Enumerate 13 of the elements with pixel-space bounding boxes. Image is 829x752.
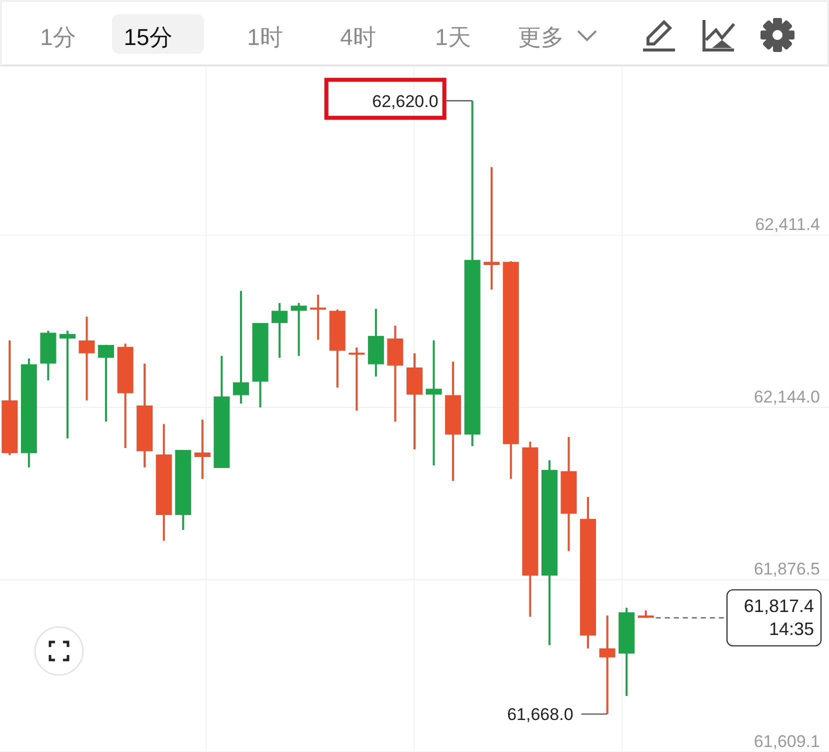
annotation: 61,668.0 [507,705,574,724]
text: 1分 [40,24,76,50]
y-tick-label: 61,609.1 [754,732,820,751]
y-tick-label: 62,411.4 [755,215,820,234]
text: 更多 [518,24,564,50]
text: 15分 [124,24,172,50]
text: 4时 [340,24,376,50]
annotation: 62,620.0 [372,92,438,111]
ref-line-label: 61,817.4 14:35 [744,596,814,639]
text: 1时 [247,24,283,50]
y-tick-label: 61,876.5 [754,560,820,579]
y-tick-label: 62,144.0 [754,387,820,406]
text: 1天 [435,24,471,50]
